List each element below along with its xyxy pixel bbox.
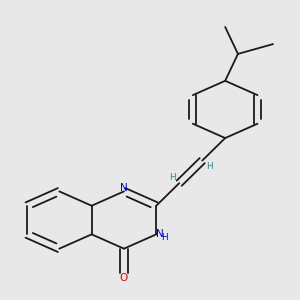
Text: H: H	[161, 233, 168, 242]
Text: N: N	[120, 183, 128, 193]
Text: N: N	[156, 230, 164, 239]
Text: O: O	[120, 273, 128, 283]
Text: H: H	[206, 162, 213, 171]
Text: H: H	[169, 173, 175, 182]
